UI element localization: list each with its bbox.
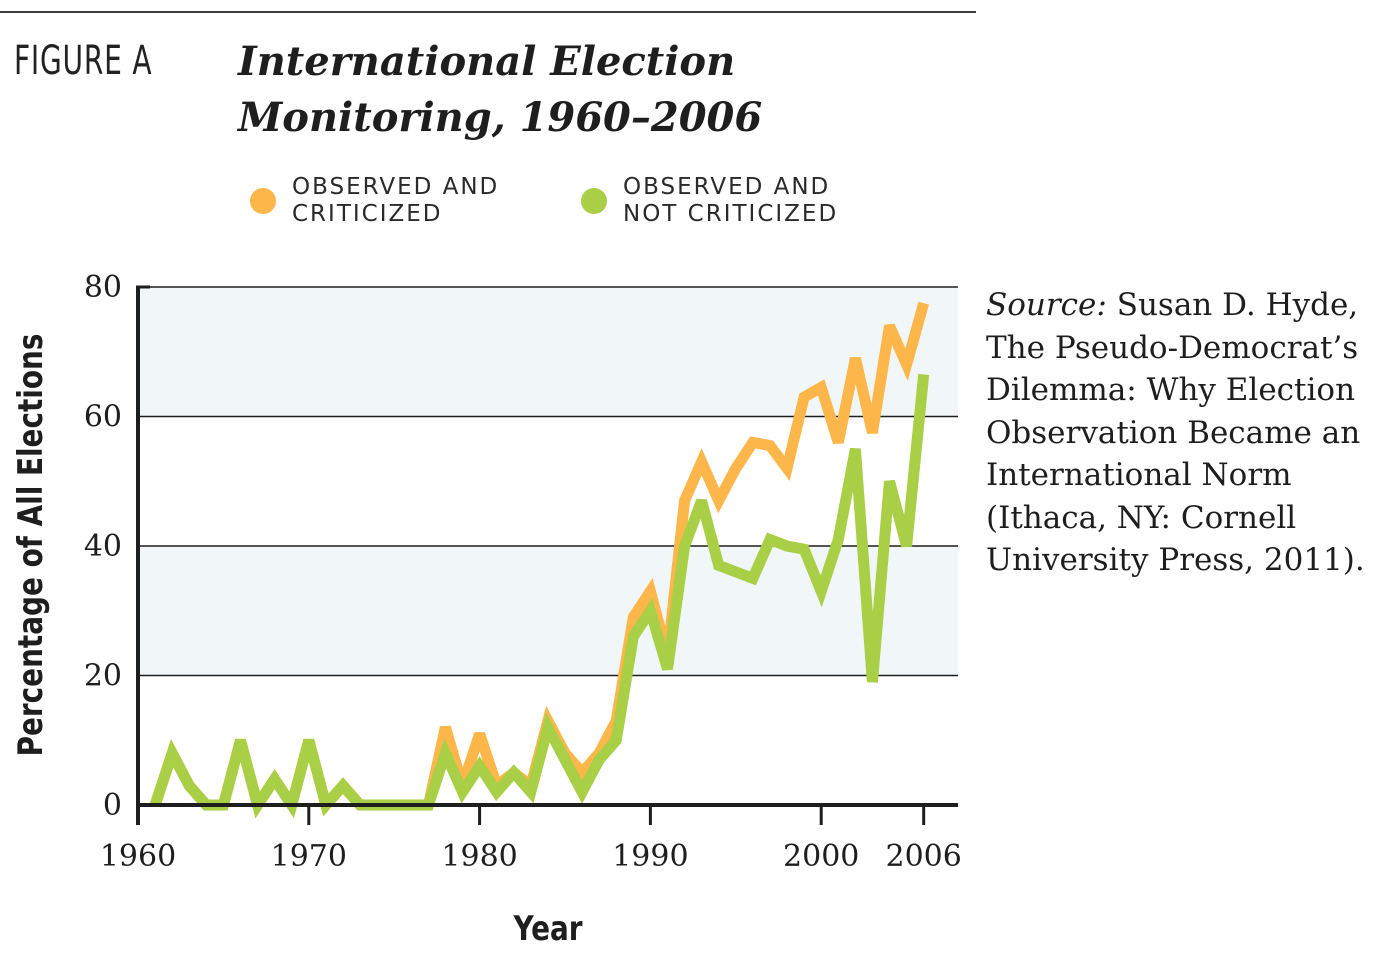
y-tick-label-80: 80 [84,270,122,305]
source-note: Source: Susan D. Hyde, The Pseudo-Democr… [986,284,1396,582]
x-tick-label-2000: 2000 [783,839,859,874]
shaded-band-1 [138,287,958,417]
legend-swatch-criticized [250,188,276,214]
source-text: Susan D. Hyde, The Pseudo-Democrat’s Dil… [986,287,1365,578]
legend-swatch-not-criticized [581,188,607,214]
y-tick-label-20: 20 [84,659,122,694]
x-tick-label-1970: 1970 [271,839,347,874]
series-lines [149,301,930,819]
figure-title: International Election Monitoring, 1960–… [238,38,763,141]
legend-label-criticized: OBSERVED AND CRITICIZED [292,174,500,227]
x-tick-label-1990: 1990 [612,839,688,874]
x-tick-labels: 1960 1970 1980 1990 2000 2006 [100,839,962,874]
x-axis-title: Year [513,909,584,948]
shaded-band-0 [138,546,958,676]
y-tick-labels: 0 20 40 60 80 [84,270,122,823]
top-rule [0,11,976,13]
source-label: Source: [986,287,1107,323]
shaded-bands [138,287,958,676]
axes [136,285,958,825]
x-tick-label-2006: 2006 [886,839,962,874]
legend-label-not-criticized: OBSERVED AND NOT CRITICIZED [623,174,839,227]
y-tick-label-40: 40 [84,529,122,564]
y-tick-label-0: 0 [103,788,122,823]
legend-item-criticized: OBSERVED AND CRITICIZED [250,174,532,228]
y-axis-title: Percentage of All Elections [11,334,50,757]
x-tick-label-1960: 1960 [100,839,176,874]
x-tick-label-1980: 1980 [441,839,517,874]
y-tick-label-60: 60 [84,400,122,435]
figure-label: FIGURE A [14,38,153,84]
series-line-not-criticized [149,373,930,819]
legend-item-not-criticized: OBSERVED AND NOT CRITICIZED [581,174,863,228]
gridlines [138,286,958,677]
